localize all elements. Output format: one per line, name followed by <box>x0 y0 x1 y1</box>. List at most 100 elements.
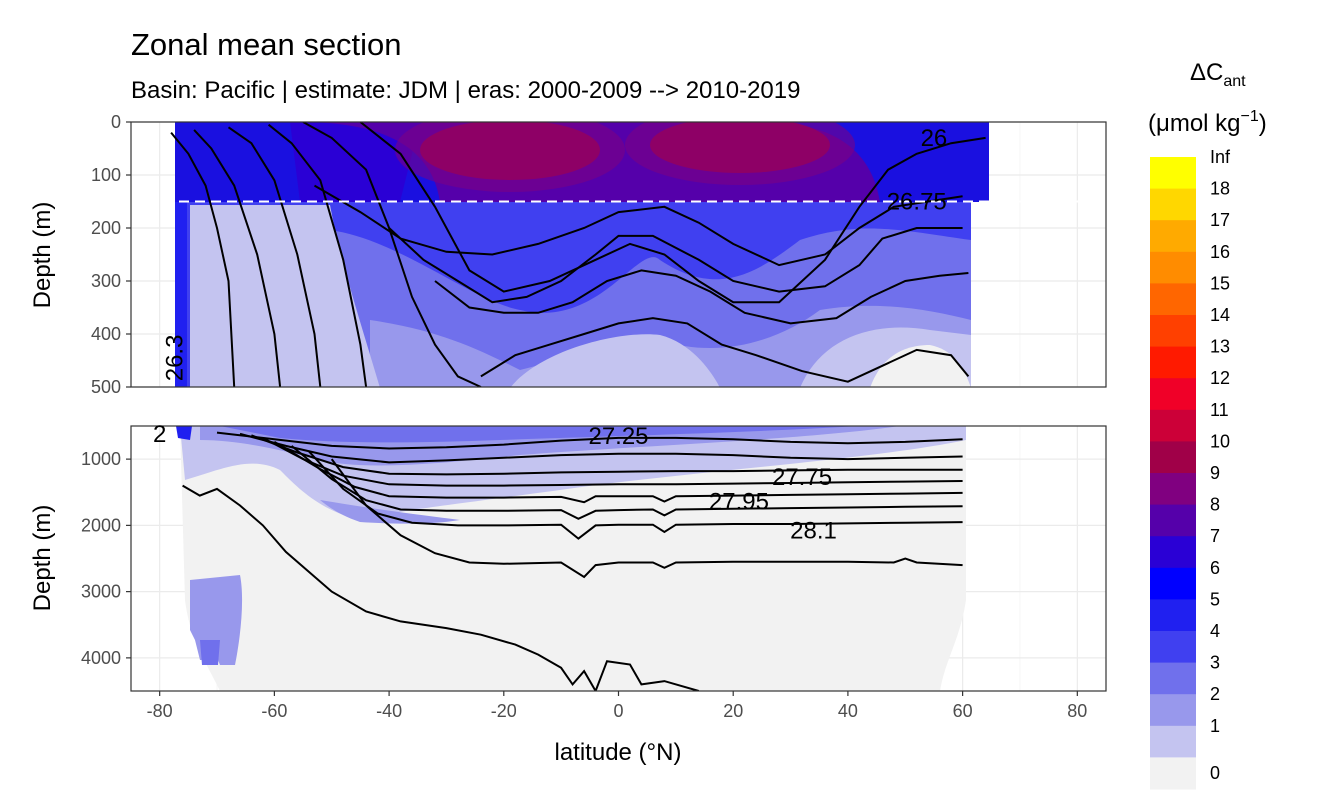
legend-label: 12 <box>1210 368 1230 388</box>
contour-line-26-9 <box>388 227 963 304</box>
legend: ΔCant (μmol kg−1) Inf1817161514131211109… <box>1148 59 1267 790</box>
legend-label: 13 <box>1210 337 1230 357</box>
contour-line-26-2 <box>227 126 322 387</box>
lower-fill-dark-band <box>220 426 860 443</box>
contour-line-26-4 <box>302 122 482 387</box>
lower-fill-wedge <box>320 500 460 524</box>
upper-fill-near-zero-west <box>190 205 380 387</box>
y-tick-label: 100 <box>91 165 121 185</box>
lower-depth-axis: 1000 2000 3000 4000 <box>81 449 131 668</box>
legend-label: 7 <box>1210 526 1220 546</box>
legend-swatch <box>1150 536 1196 569</box>
contour-line-27-6 <box>251 434 963 476</box>
contour-label: 27.95 <box>709 489 769 516</box>
y-tick-label: 2000 <box>81 515 121 535</box>
lower-panel: 1000 2000 3000 4000 Depth (m) <box>29 425 1107 692</box>
legend-swatch <box>1150 441 1196 474</box>
contour-label: 27.75 <box>772 464 832 491</box>
contour-line-28-0 <box>308 450 963 540</box>
y-tick-label: 1000 <box>81 449 121 469</box>
legend-unit-close: ) <box>1259 110 1267 137</box>
legend-title: ΔCant <box>1190 59 1246 90</box>
contour-label: 26.75 <box>887 189 947 216</box>
upper-contours <box>170 122 986 387</box>
upper-panel: 0 100 200 300 400 500 Depth (m) <box>29 112 1107 397</box>
legend-swatch <box>1150 631 1196 664</box>
contour-line-26-75 <box>314 184 963 267</box>
legend-label: 16 <box>1210 242 1230 262</box>
upper-fill-ring-right <box>625 122 855 185</box>
legend-label: 11 <box>1210 400 1229 420</box>
upper-ylabel: Depth (m) <box>29 202 56 309</box>
legend-label: 2 <box>1210 684 1220 704</box>
x-tick-label: -60 <box>261 701 287 721</box>
legend-label: 15 <box>1210 273 1230 293</box>
x-tick-label: 60 <box>953 701 973 721</box>
y-tick-label: 400 <box>91 324 121 344</box>
legend-label: 9 <box>1210 463 1220 483</box>
upper-fill-near-zero-east <box>870 345 971 387</box>
legend-unit-main: (μmol kg <box>1148 110 1241 137</box>
chart-subtitle: Basin: Pacific | estimate: JDM | eras: 2… <box>131 77 800 104</box>
legend-label: 1 <box>1210 716 1220 736</box>
y-tick-label: 500 <box>91 377 121 397</box>
contour-line-26-3 <box>267 123 368 387</box>
legend-label: 8 <box>1210 495 1220 515</box>
legend-label: 5 <box>1210 589 1220 609</box>
legend-label: Inf <box>1210 147 1231 167</box>
y-tick-label: 0 <box>111 112 121 132</box>
lower-fill-bottom-patch-dark <box>200 640 220 665</box>
y-tick-label: 300 <box>91 271 121 291</box>
legend-label: 3 <box>1210 653 1220 673</box>
legend-swatch <box>1150 188 1196 221</box>
x-tick-label: -80 <box>147 701 173 721</box>
upper-fill-surface-darkblue <box>290 122 420 202</box>
legend-swatch <box>1150 473 1196 506</box>
upper-fill-ring-left <box>395 122 625 192</box>
contour-line-27-85 <box>273 441 963 504</box>
upper-panel-border <box>130 121 1107 388</box>
x-axis-label: latitude (°N) <box>555 739 682 766</box>
legend-swatch <box>1150 251 1196 284</box>
legend-swatch <box>1150 283 1196 316</box>
lower-fill-southern-edge <box>176 426 192 440</box>
x-tick-label: 20 <box>723 701 743 721</box>
legend-swatch <box>1150 157 1196 190</box>
contour-line-28-1 <box>330 458 963 579</box>
x-tick-label: -20 <box>491 701 517 721</box>
contour-line-27-95 <box>290 445 963 520</box>
contour-line-27-1 <box>480 317 970 383</box>
legend-swatch <box>1150 694 1196 727</box>
legend-title-main: ΔC <box>1190 59 1223 86</box>
contour-line-26-1 <box>193 129 282 387</box>
legend-swatch <box>1150 757 1196 790</box>
x-tick-label: -40 <box>376 701 402 721</box>
contour-line-27-75 <box>262 437 963 487</box>
lower-contours <box>182 431 963 691</box>
upper-depth-axis: 0 100 200 300 400 500 <box>91 112 131 397</box>
contour-label: 26.3 <box>162 335 189 382</box>
legend-swatch <box>1150 315 1196 348</box>
contour-label: 2 <box>153 421 166 448</box>
legend-swatch <box>1150 725 1196 758</box>
y-tick-label: 200 <box>91 218 121 238</box>
contour-line-27-25 <box>216 431 963 450</box>
legend-swatch <box>1150 346 1196 379</box>
legend-label: 6 <box>1210 558 1220 578</box>
lower-ylabel: Depth (m) <box>29 505 56 612</box>
latitude-axis: -80 -60 -40 -20 0 20 40 60 80 <box>147 691 1087 721</box>
legend-label: 10 <box>1210 431 1230 451</box>
y-tick-label: 3000 <box>81 582 121 602</box>
legend-label: 14 <box>1210 305 1230 325</box>
contour-line-27-0 <box>434 269 969 325</box>
chart-title: Zonal mean section <box>131 27 402 62</box>
legend-label: 18 <box>1210 179 1230 199</box>
contour-line-26-5 <box>359 122 986 304</box>
legend-label: 4 <box>1210 621 1220 641</box>
upper-fill-layers <box>175 122 989 387</box>
y-tick-label: 4000 <box>81 648 121 668</box>
contour-label: 26 <box>921 125 948 152</box>
contour-line-28-2 <box>182 484 700 691</box>
